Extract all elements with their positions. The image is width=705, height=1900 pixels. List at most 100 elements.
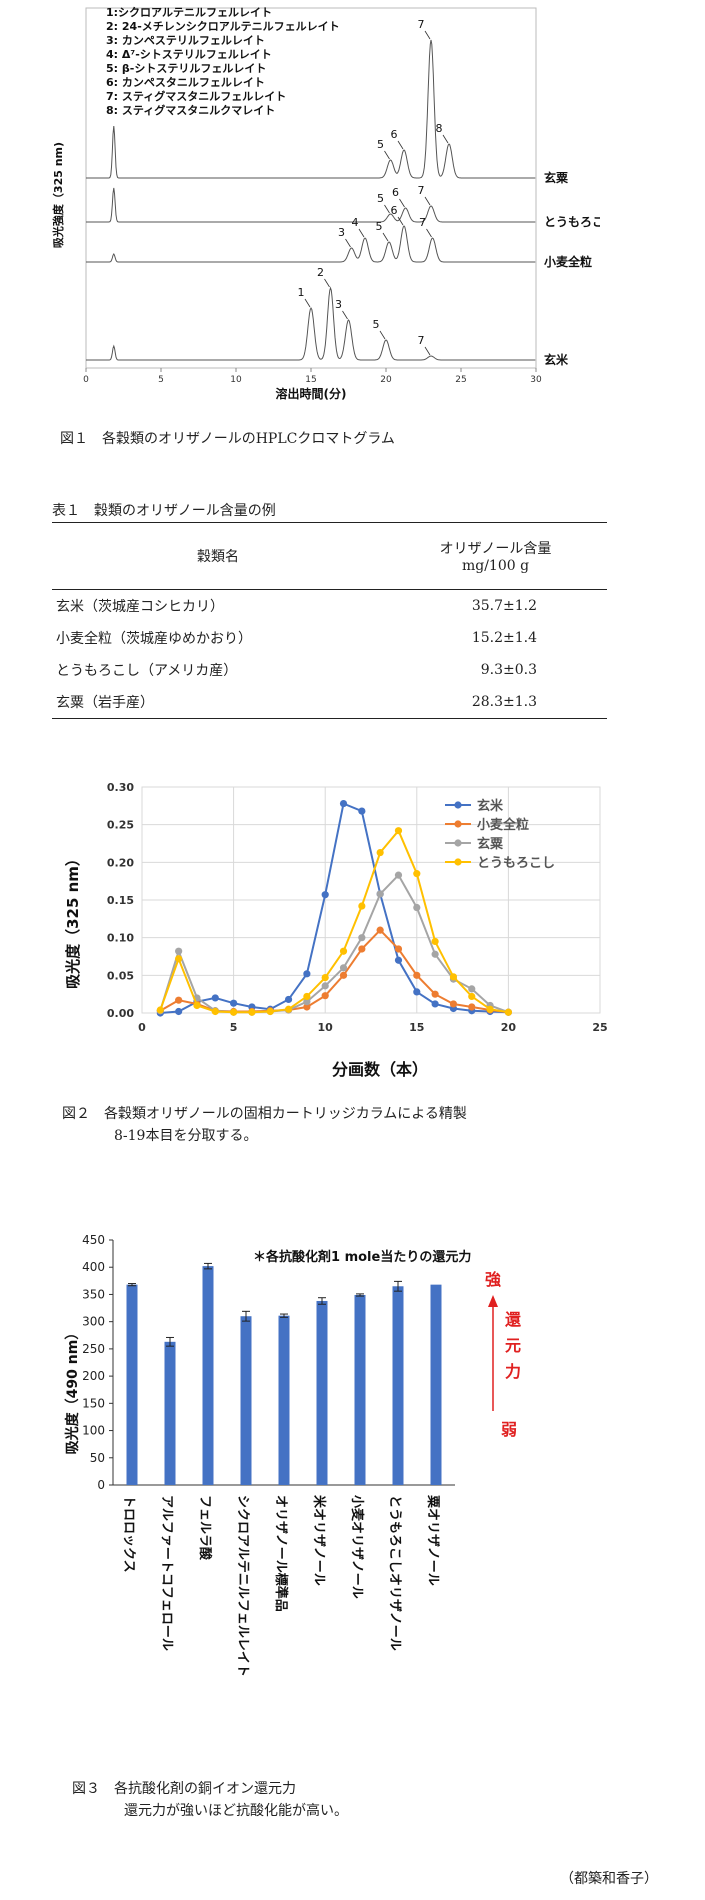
fig1-peak-arrow bbox=[424, 196, 431, 206]
fig1-legend-item-3: 3: カンペステリルフェルレイト bbox=[106, 34, 265, 47]
fig3-ytick-label: 150 bbox=[82, 1396, 105, 1410]
fig2-point bbox=[504, 1008, 512, 1016]
fig2-point bbox=[248, 1008, 256, 1016]
fig1-xtick-label: 20 bbox=[380, 375, 392, 385]
fig2-point bbox=[468, 985, 476, 993]
fig1-peak-label: 1 bbox=[298, 286, 305, 299]
fig3-strength-indicator: 強 還 元 力 弱 bbox=[485, 1270, 522, 1439]
fig1-peak-arrow bbox=[399, 198, 405, 208]
fig2-ytick-label: 0.30 bbox=[107, 781, 134, 794]
fig2-point bbox=[431, 1000, 439, 1008]
table1-cell-name: 小麦全粒（茨城産ゆめかおり） bbox=[56, 631, 252, 647]
fig1-trace-label-1: とうもろこし bbox=[544, 215, 600, 229]
fig2-point bbox=[358, 945, 366, 953]
fig1-peak-arrow bbox=[424, 30, 431, 40]
fig2-point bbox=[211, 1007, 219, 1016]
fig3-ytick-label: 450 bbox=[82, 1233, 105, 1247]
fig2-legend-marker bbox=[454, 801, 462, 809]
fig3-bar bbox=[278, 1315, 290, 1485]
table1-cell-value: 35.7±1.2 bbox=[471, 598, 537, 614]
fig3-bar-chart: 0 50 100 150 200 250 300 350 400 450 トロロックス アルファート… bbox=[64, 1233, 522, 1677]
fig2-legend-label: 小麦全粒 bbox=[477, 817, 529, 833]
fig1-peak-label: 7 bbox=[418, 334, 425, 347]
fig3-ytick-label: 100 bbox=[82, 1424, 105, 1438]
fig3-category-label: トロロックス bbox=[121, 1495, 136, 1573]
fig2-point bbox=[431, 937, 439, 946]
fig1-legend-item-2: 2: 24-メチレンシクロアルテニルフェルレイト bbox=[106, 20, 340, 33]
fig2-ytick-label: 0.00 bbox=[107, 1007, 134, 1020]
fig2-legend-label: とうもろこし bbox=[477, 856, 555, 871]
fig2-point bbox=[376, 890, 384, 898]
fig3-arrow-char-2: 元 bbox=[505, 1336, 521, 1355]
fig1-xtick-label: 0 bbox=[83, 375, 89, 385]
fig2-point bbox=[156, 1006, 164, 1014]
fig2-xlabel: 分画数（本） bbox=[332, 1060, 428, 1079]
fig2-point bbox=[321, 992, 329, 1000]
fig1-peak-label: 4 bbox=[352, 216, 359, 229]
fig1-peak-arrow bbox=[424, 346, 431, 356]
fig2-legend-marker bbox=[454, 839, 462, 847]
fig2-point bbox=[321, 891, 329, 899]
fig2-legend-label: 玄粟 bbox=[477, 836, 504, 852]
fig2-point bbox=[431, 990, 439, 998]
fig1-chromatogram: 玄粟5678とうもろこし567小麦全粒34567玄米12357 1:シクロアルテ… bbox=[51, 6, 600, 401]
fig1-trace-line-0 bbox=[86, 39, 536, 179]
fig3-ytick-label: 0 bbox=[97, 1478, 105, 1492]
fig2-series-line bbox=[159, 873, 509, 1014]
fig2-point bbox=[413, 971, 421, 979]
fig3-ytick-label: 300 bbox=[82, 1315, 105, 1329]
fig1-peak-arrow bbox=[379, 330, 386, 340]
fig1-trace-label-2: 小麦全粒 bbox=[544, 254, 592, 269]
fig3-category-label: 粟オリザノール bbox=[425, 1494, 440, 1586]
fig3-note: ＊各抗酸化剤1 mole当たりの還元力 bbox=[253, 1249, 471, 1265]
fig3-category-label: 米オリザノール bbox=[311, 1495, 327, 1586]
fig3-bar bbox=[164, 1341, 176, 1485]
fig3-weak-label: 弱 bbox=[501, 1420, 517, 1439]
fig2-legend-label: 玄米 bbox=[477, 798, 504, 814]
fig1-legend-item-5: 5: β-シトステリルフェルレイト bbox=[106, 62, 266, 75]
fig2-point bbox=[266, 1007, 274, 1016]
fig2-point bbox=[413, 903, 421, 912]
table1: 穀類名 オリザノール含量 mg/100 g 玄米（茨城産コシヒカリ） 35.7±1… bbox=[52, 522, 607, 719]
fig2-point bbox=[284, 1005, 293, 1013]
fig2-point bbox=[413, 870, 421, 878]
fig3-ytick-label: 200 bbox=[82, 1369, 105, 1383]
fig1-trace-line-2 bbox=[86, 225, 536, 263]
fig1-ylabel: 吸光強度（325 nm) bbox=[51, 142, 65, 248]
fig3-ytick-label: 50 bbox=[90, 1451, 105, 1465]
fig2-point bbox=[431, 950, 439, 958]
fig1-peak-label: 7 bbox=[418, 18, 425, 31]
fig2-point bbox=[468, 992, 476, 1001]
fig3-bar bbox=[240, 1316, 252, 1485]
fig2-point bbox=[376, 926, 384, 934]
fig2-ytick-label: 0.05 bbox=[107, 969, 134, 982]
fig1-xtick-label: 25 bbox=[455, 375, 466, 385]
fig3-arrow-char-3: 力 bbox=[505, 1362, 521, 1381]
fig3-category-label: 小麦オリザノール bbox=[349, 1495, 365, 1599]
fig2-point bbox=[175, 955, 183, 963]
fig1-legend-item-6: 6: カンペスタニルフェルレイト bbox=[106, 76, 265, 89]
fig1-trace-0: 玄粟 56 7 8 bbox=[86, 18, 569, 185]
fig2-point bbox=[339, 971, 348, 979]
fig2-point bbox=[358, 902, 366, 910]
fig3-strong-label: 強 bbox=[485, 1270, 501, 1289]
fig2-ytick-label: 0.15 bbox=[107, 894, 134, 907]
fig3-bar bbox=[354, 1294, 366, 1485]
fig2-legend-marker bbox=[454, 820, 462, 828]
fig3-category-label: オリザノール標準品 bbox=[273, 1495, 289, 1612]
fig1-trace-label-3: 玄米 bbox=[544, 352, 569, 367]
fig1-peak-arrow bbox=[442, 134, 449, 144]
fig2-xtick-label: 20 bbox=[501, 1021, 517, 1034]
table1-header-value-line1: オリザノール含量 bbox=[439, 541, 552, 557]
fig3-bar bbox=[392, 1286, 404, 1485]
table1-header-value: オリザノール含量 mg/100 g bbox=[384, 523, 607, 590]
fig3-bar bbox=[316, 1300, 328, 1485]
table1-cell-name: 玄米（茨城産コシヒカリ） bbox=[56, 599, 224, 615]
fig1-xtick-label: 5 bbox=[158, 375, 164, 385]
fig2-series-1 bbox=[156, 926, 512, 1016]
fig1-peak-label: 2 bbox=[317, 266, 324, 279]
fig2-ylabel: 吸光度（325 nm） bbox=[64, 851, 82, 989]
fig1-peak-arrow bbox=[324, 278, 330, 288]
fig2-point bbox=[303, 970, 311, 978]
fig1-peak-arrow bbox=[384, 204, 390, 214]
